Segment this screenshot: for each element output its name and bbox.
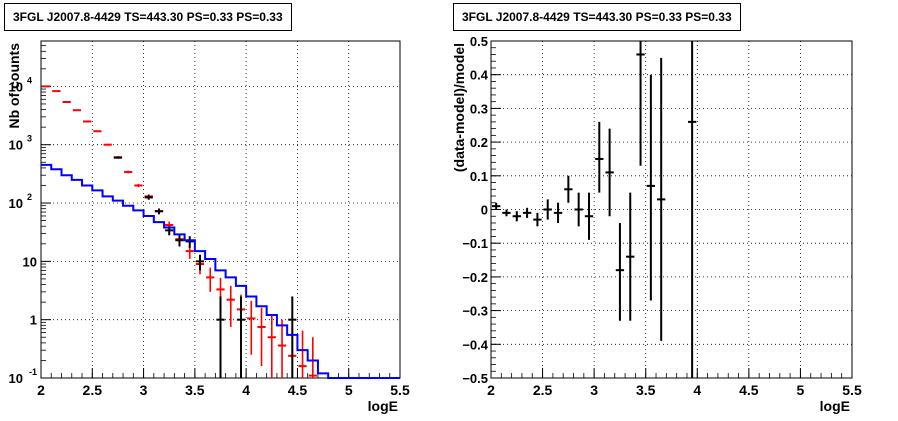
left-plot-title: 3FGL J2007.8-4429 TS=443.30 PS=0.33 PS=0… — [4, 3, 292, 31]
y-tick-label: 0.2 — [470, 135, 488, 150]
y-tick-label: −0.4 — [462, 337, 488, 352]
y-tick-label: 10 — [9, 79, 23, 94]
y-tick-exponent: 2 — [27, 192, 32, 202]
x-tick-label: 4 — [693, 382, 701, 398]
plot-panel-1: 2 2.5 3 3.5 4 4.5 5 5.5 −0.5 −0.4 −0.3 −0.2 −0.1 0 0.1… — [451, 34, 862, 414]
x-tick-label: 3 — [140, 382, 148, 398]
y-tick-label: 1 — [30, 313, 37, 328]
y-axis-label: (data-model)/model — [451, 43, 467, 172]
x-tick-label: 2.5 — [83, 382, 103, 398]
y-tick-label: 0.1 — [470, 169, 488, 184]
y-tick-label: 10 — [9, 138, 23, 153]
y-tick-label: 10 — [9, 196, 23, 211]
y-tick-label: 0.4 — [470, 68, 489, 83]
y-axis-label: Nb of counts — [6, 43, 22, 129]
x-tick-label: 5.5 — [390, 382, 410, 398]
y-tick-label: −0.2 — [462, 270, 488, 285]
y-tick-exponent: 3 — [27, 134, 32, 144]
y-tick-label: 10 — [23, 254, 37, 269]
y-tick-label: 10 — [9, 371, 23, 386]
y-tick-label: −0.1 — [462, 236, 488, 251]
y-tick-label: 0.5 — [470, 34, 488, 49]
x-tick-label: 4.5 — [739, 382, 759, 398]
x-tick-label: 5 — [797, 382, 805, 398]
x-tick-label: 3 — [590, 382, 598, 398]
x-tick-label: 4 — [242, 382, 250, 398]
y-tick-label: −0.3 — [462, 304, 488, 319]
x-tick-label: 3.5 — [636, 382, 656, 398]
y-tick-exponent: 4 — [27, 75, 32, 85]
x-axis-label: logE — [368, 398, 398, 414]
y-tick-label: 0.3 — [470, 101, 488, 116]
x-tick-label: 2 — [37, 382, 45, 398]
y-tick-label: −0.5 — [462, 371, 488, 386]
x-tick-label: 5.5 — [842, 382, 862, 398]
x-tick-label: 2.5 — [533, 382, 553, 398]
x-tick-label: 3.5 — [185, 382, 205, 398]
x-tick-label: 4.5 — [288, 382, 308, 398]
x-tick-label: 2 — [487, 382, 495, 398]
x-tick-label: 5 — [345, 382, 353, 398]
model-histogram-line — [41, 163, 400, 379]
x-axis-label: logE — [820, 398, 850, 414]
plot-panel-0: 2 2.5 3 3.5 4 4.5 5 5.5 10 -1 1 10 10 2 10 3 10 4 logE Nb o… — [6, 40, 410, 414]
y-tick-exponent: -1 — [29, 367, 37, 377]
right-plot-title: 3FGL J2007.8-4429 TS=443.30 PS=0.33 PS=0… — [453, 3, 741, 31]
y-tick-label: 0 — [481, 203, 488, 218]
